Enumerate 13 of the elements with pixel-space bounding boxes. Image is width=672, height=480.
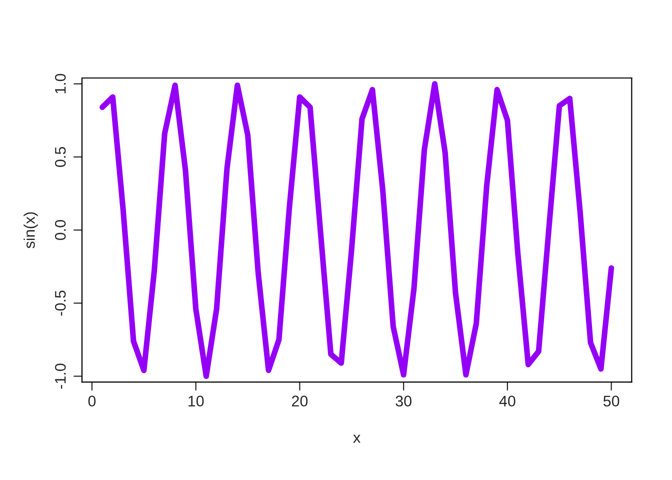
x-tick-label: 10 <box>188 396 204 406</box>
y-axis-title: sin(x) <box>24 212 38 248</box>
x-tick-label: 30 <box>396 396 412 406</box>
x-tick-label: 40 <box>499 396 516 406</box>
x-axis-title: x <box>353 434 360 443</box>
y-tick-label: 0.5 <box>54 146 66 167</box>
y-tick-label: 1.0 <box>54 74 66 94</box>
y-tick-label: -1.0 <box>54 364 66 389</box>
y-tick-label: -0.5 <box>54 290 66 316</box>
y-tick-label: 0.0 <box>54 220 66 240</box>
x-tick-label: 20 <box>292 396 308 406</box>
x-tick-label: 50 <box>603 396 620 406</box>
x-tick-label: 0 <box>88 396 96 406</box>
